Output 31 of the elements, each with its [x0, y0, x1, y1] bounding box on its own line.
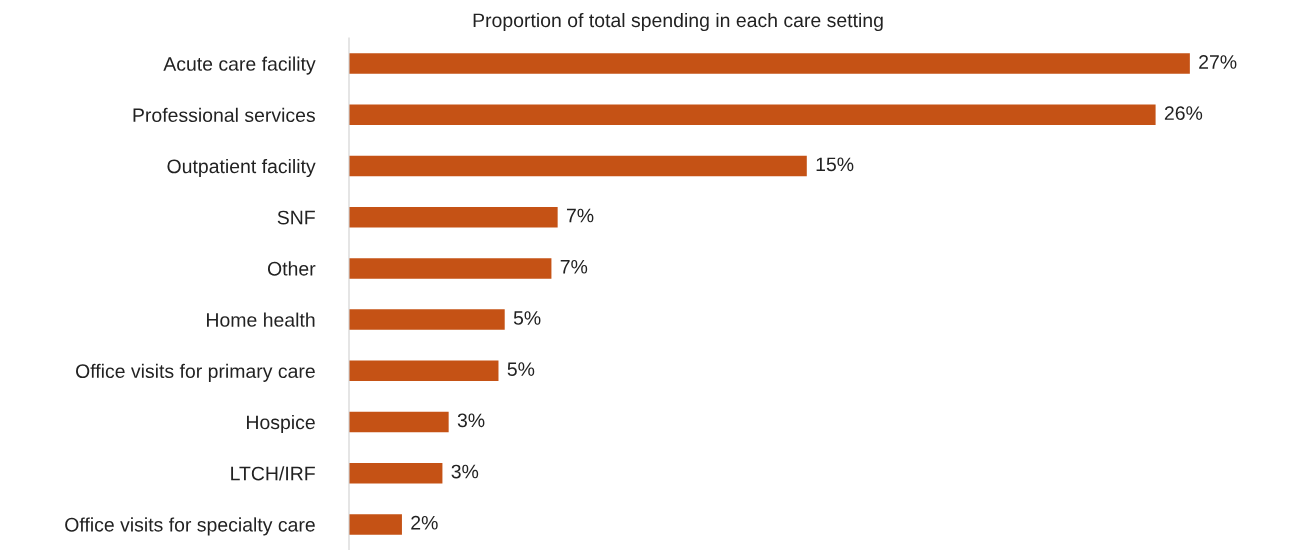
y-tick-label: Office visits for specialty care	[65, 517, 315, 536]
data-label: 5%	[507, 362, 535, 377]
bar	[349, 258, 552, 279]
y-tick-label: Hospice	[247, 414, 315, 434]
bar	[349, 104, 1156, 126]
y-tick-label: SNF	[277, 210, 315, 225]
y-tick-label: Acute care facility	[163, 56, 316, 75]
y-tick-label: Outpatient facility	[167, 158, 316, 178]
bar	[349, 206, 558, 228]
bar	[349, 309, 505, 330]
data-label: 15%	[816, 157, 854, 172]
y-tick-label: Professional services	[133, 107, 315, 123]
data-label: 3%	[457, 413, 485, 428]
data-label: 3%	[451, 464, 479, 479]
bar	[349, 360, 499, 382]
data-label: 2%	[411, 515, 438, 530]
bar	[349, 155, 807, 177]
y-tick-label: Office visits for primary care	[76, 363, 315, 382]
data-label: 7%	[560, 259, 588, 274]
data-label: 26%	[1164, 106, 1203, 121]
data-label: 27%	[1199, 55, 1237, 69]
bar	[349, 411, 449, 433]
bar	[349, 462, 443, 484]
bar	[349, 53, 1190, 74]
y-tick-label: Other	[267, 261, 316, 276]
y-tick-label: Home health	[207, 312, 315, 327]
data-label: 5%	[513, 311, 541, 325]
bar	[349, 514, 402, 535]
y-tick-label: LTCH/IRF	[231, 466, 315, 481]
chart-title: Proportion of total spending in each care setting	[473, 12, 883, 32]
data-label: 7%	[566, 208, 594, 223]
